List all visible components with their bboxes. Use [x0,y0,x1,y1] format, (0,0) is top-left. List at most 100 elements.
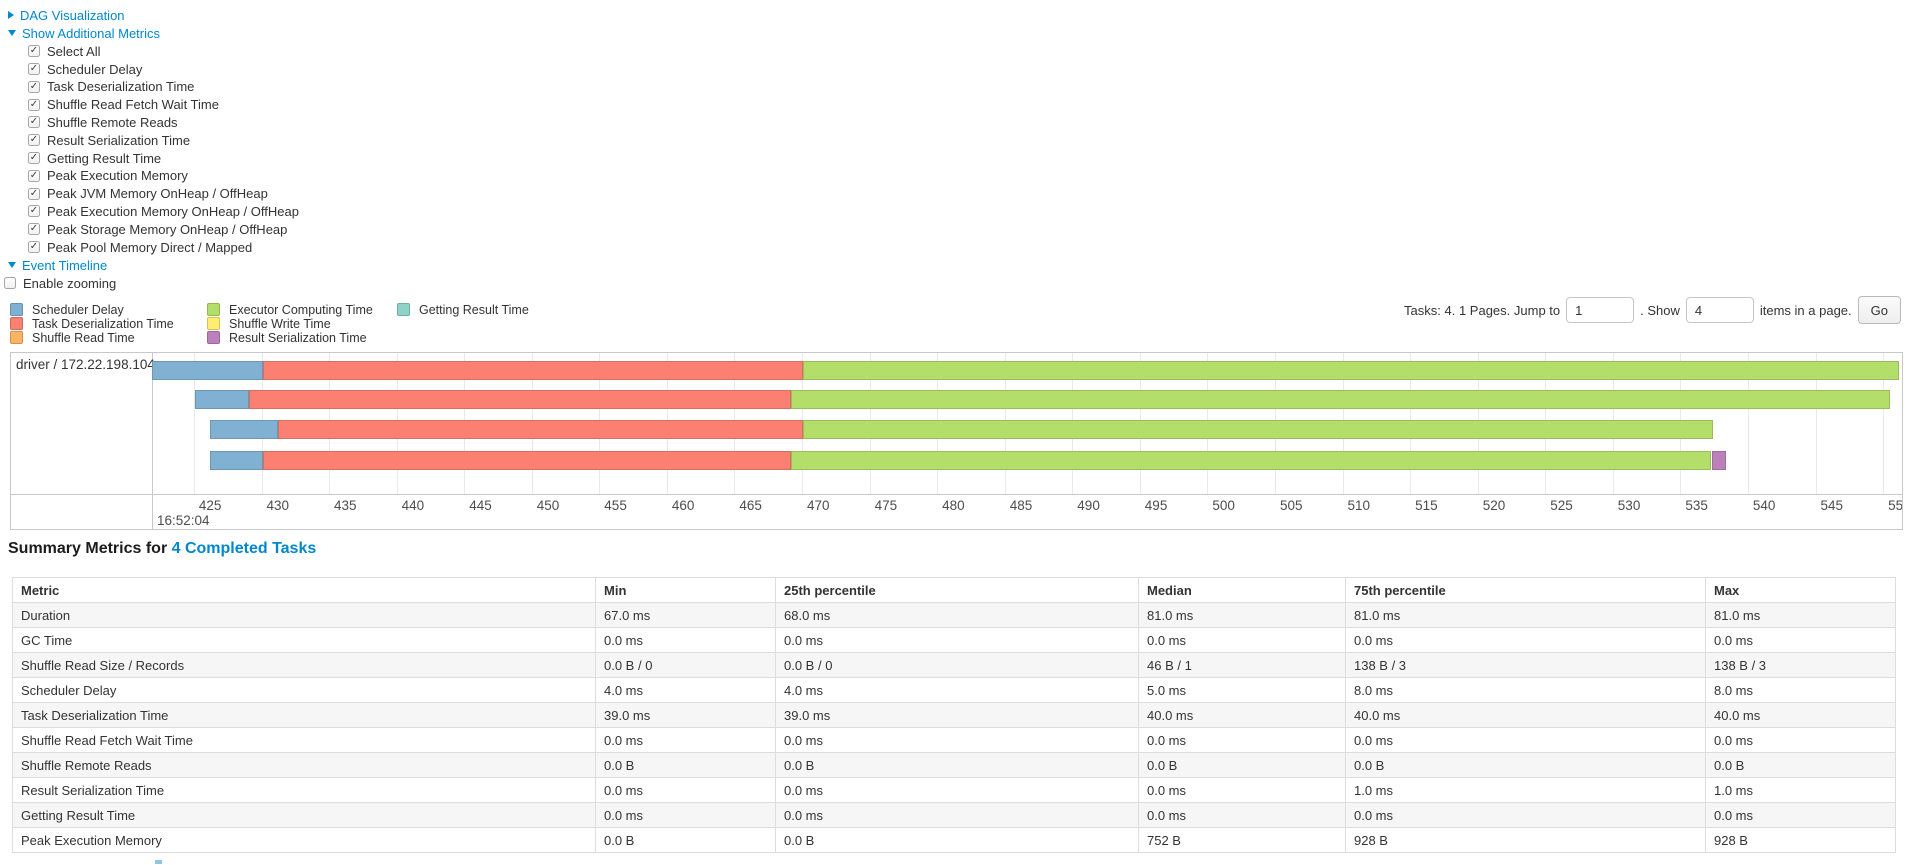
metric-value-cell: 0.0 B [1345,752,1706,778]
axis-tick-label: 495 [1144,498,1168,513]
task-segment-result-serialization[interactable] [1711,451,1727,470]
event-timeline-chart[interactable]: driver / 172.22.198.104 425 430 435 440 445 4… [10,352,1903,530]
metric-value-cell: 0.0 B [595,827,776,853]
legend-label: Shuffle Read Time [32,330,135,345]
task-segment-task-deserialization[interactable] [262,361,804,380]
metric-checkbox-item[interactable]: ✓ Result Serialization Time [28,131,299,149]
dag-visualization-toggle[interactable]: DAG Visualization [8,6,299,24]
checked-checkbox-icon[interactable]: ✓ [28,63,40,76]
metric-checkbox-item[interactable]: ✓ Peak Pool Memory Direct / Mapped [28,238,299,256]
axis-tick-label: 450 [536,498,560,513]
column-header: Metric [12,577,596,603]
cut-off-content-sliver [155,860,162,864]
metric-checkbox-label: Peak Storage Memory OnHeap / OffHeap [47,221,288,237]
items-per-page-input[interactable] [1685,297,1754,323]
legend-entry: Executor Computing Time [207,303,397,317]
task-pagination: Tasks: 4. 1 Pages. Jump to . Show items … [1404,295,1901,325]
metric-value-cell: 0.0 ms [775,777,1139,803]
checked-checkbox-icon[interactable]: ✓ [28,169,40,182]
metric-value-cell: 0.0 ms [775,627,1139,653]
legend-entry: Shuffle Read Time [10,331,207,345]
metric-checkbox-label: Shuffle Read Fetch Wait Time [47,97,219,113]
legend-color-swatch [397,303,410,317]
checked-checkbox-icon[interactable]: ✓ [28,152,40,165]
show-additional-metrics-label: Show Additional Metrics [22,25,161,41]
task-segment-executor-computing[interactable] [791,390,1890,409]
checked-checkbox-icon[interactable]: ✓ [28,98,40,111]
checked-checkbox-icon[interactable]: ✓ [28,80,40,93]
event-timeline-label: Event Timeline [22,257,108,273]
gridline [1747,353,1749,494]
legend-color-swatch [207,303,220,317]
axis-tick-label: 510 [1347,498,1371,513]
table-row: Result Serialization Time 0.0 ms 0.0 ms 0.0… [12,777,1896,803]
metric-value-cell: 0.0 ms [595,727,776,753]
show-additional-metrics-toggle[interactable]: Show Additional Metrics [8,24,299,42]
checked-checkbox-icon[interactable]: ✓ [28,223,40,236]
checked-checkbox-icon[interactable]: ✓ [28,187,40,200]
metric-name-cell: Shuffle Remote Reads [12,752,596,778]
axis-tick-label: 550 [1888,498,1903,513]
checked-checkbox-icon[interactable]: ✓ [28,116,40,129]
task-segment-task-deserialization[interactable] [277,420,804,439]
table-header-row: Metric Min 25th percentile Median 75th perce… [12,577,1896,603]
metric-value-cell: 0.0 ms [1345,627,1706,653]
metric-value-cell: 81.0 ms [1345,602,1706,628]
task-segment-scheduler-delay[interactable] [152,361,263,380]
metric-checkbox-label: Scheduler Delay [47,61,143,77]
checked-checkbox-icon[interactable]: ✓ [28,45,40,58]
checked-checkbox-icon[interactable]: ✓ [28,134,40,147]
metric-name-cell: Scheduler Delay [12,677,596,703]
metric-checkbox-item[interactable]: ✓ Peak Storage Memory OnHeap / OffHeap [28,220,299,238]
metric-checkbox-item[interactable]: ✓ Peak JVM Memory OnHeap / OffHeap [28,185,299,203]
axis-tick-label: 465 [739,498,762,513]
task-segment-executor-computing[interactable] [803,420,1713,439]
axis-tick-label: 425 [198,498,222,513]
legend-entry: Result Serialization Time [207,331,397,345]
metric-name-cell: Getting Result Time [12,802,596,828]
metric-checkbox-item[interactable]: ✓ Getting Result Time [28,149,299,167]
table-row: Shuffle Read Size / Records 0.0 B / 0 0.0 … [12,652,1896,678]
metric-checkbox-label: Shuffle Remote Reads [47,114,178,130]
metric-value-cell: 4.0 ms [775,677,1139,703]
legend-color-swatch [10,303,23,317]
task-segment-scheduler-delay[interactable] [210,451,263,470]
task-segment-task-deserialization[interactable] [249,390,792,409]
metric-checkbox-item[interactable]: ✓ Select All [28,42,299,60]
axis-tick-label: 470 [807,498,830,513]
metric-checkbox-item[interactable]: ✓ Peak Execution Memory OnHeap / OffHeap [28,203,299,221]
legend-color-swatch [207,330,220,344]
task-segment-executor-computing[interactable] [803,361,1900,380]
dag-visualization-label: DAG Visualization [20,7,125,23]
task-segment-executor-computing[interactable] [791,451,1712,470]
legend-label: Getting Result Time [419,302,529,317]
summary-metrics-title: Summary Metrics for 4 Completed Tasks [8,540,316,558]
metric-name-cell: Result Serialization Time [12,777,596,803]
metric-checkbox-item[interactable]: ✓ Shuffle Read Fetch Wait Time [28,96,299,114]
table-row: GC Time 0.0 ms 0.0 ms 0.0 ms 0.0 ms 0.0 ms [12,627,1896,653]
task-segment-scheduler-delay[interactable] [210,420,278,439]
checked-checkbox-icon[interactable]: ✓ [28,205,40,218]
enable-zooming-checkbox[interactable] [4,277,16,290]
metric-value-cell: 0.0 B / 0 [595,652,776,678]
task-segment-scheduler-delay[interactable] [195,390,250,409]
metric-value-cell: 39.0 ms [775,702,1139,728]
pagination-suffix-text: items in a page. [1759,302,1852,318]
legend-entry: Task Deserialization Time [10,317,207,331]
go-button[interactable]: Go [1857,296,1901,324]
event-timeline-toggle[interactable]: Event Timeline [8,256,299,274]
metric-checkbox-item[interactable]: ✓ Shuffle Remote Reads [28,114,299,132]
metric-name-cell: Peak Execution Memory [12,827,596,853]
jump-to-page-input[interactable] [1566,297,1635,323]
enable-zooming-option[interactable]: Enable zooming [4,274,299,292]
metric-checkbox-item[interactable]: ✓ Scheduler Delay [28,60,299,78]
metric-value-cell: 0.0 ms [595,777,776,803]
metric-checkbox-item[interactable]: ✓ Peak Execution Memory [28,167,299,185]
axis-tick-label: 455 [604,498,627,513]
checked-checkbox-icon[interactable]: ✓ [28,241,40,254]
axis-tick-label: 500 [1212,498,1235,513]
legend-entry: Getting Result Time [397,303,529,317]
metric-value-cell: 0.0 B [595,752,776,778]
metric-checkbox-item[interactable]: ✓ Task Deserialization Time [28,78,299,96]
task-segment-task-deserialization[interactable] [262,451,792,470]
